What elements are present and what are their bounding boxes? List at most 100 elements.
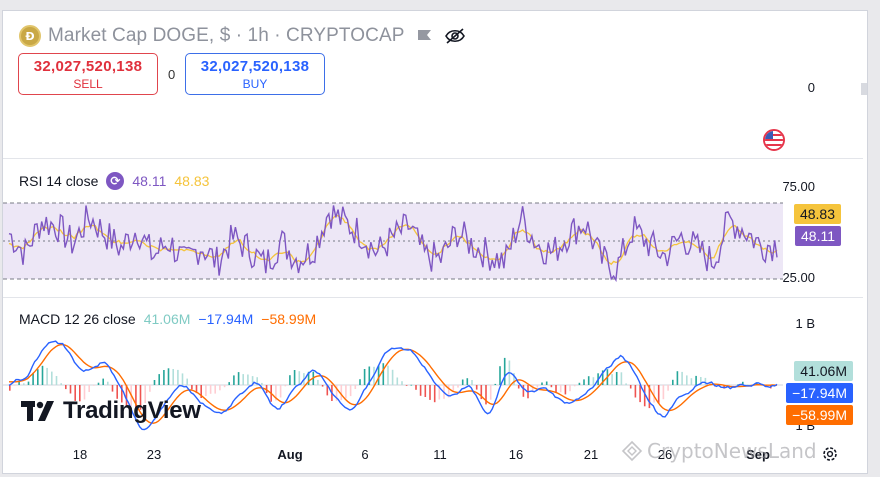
macd-line-tag: −17.94M xyxy=(786,383,853,403)
macd-hist-bar xyxy=(452,385,455,391)
macd-hist-bar xyxy=(191,385,193,390)
chart-frame[interactable]: Ð Market Cap DOGE, $ · 1h · CRYPTOCAP 32… xyxy=(2,10,868,474)
macd-hist-bar xyxy=(559,385,562,393)
macd-hist-bar xyxy=(65,385,67,390)
tradingview-logo-text: TradingView xyxy=(63,397,201,424)
rsi-pane[interactable] xyxy=(3,161,793,295)
macd-hist-bar xyxy=(223,385,226,388)
settings-gear-icon[interactable] xyxy=(821,445,839,463)
hide-eye-icon[interactable] xyxy=(444,27,466,45)
sell-button[interactable]: 32,027,520,138 SELL xyxy=(18,53,158,95)
macd-hist-bar xyxy=(573,385,576,387)
symbol-title[interactable]: Market Cap DOGE, $ · 1h · CRYPTOCAP xyxy=(48,25,405,46)
macd-hist-bar xyxy=(289,375,291,385)
x-tick: 23 xyxy=(146,447,162,462)
macd-hist-bar xyxy=(83,385,86,400)
macd-hist-bar xyxy=(695,375,697,385)
right-scrollbar[interactable] xyxy=(861,83,867,95)
macd-hist-bar xyxy=(742,381,744,385)
macd-hist-bar xyxy=(181,373,184,385)
macd-hist-bar xyxy=(419,385,422,396)
macd-hist-bar xyxy=(307,371,310,385)
macd-hist-bar xyxy=(536,385,539,388)
x-tick: 11 xyxy=(433,447,447,462)
macd-name[interactable]: MACD 12 26 close xyxy=(19,311,136,327)
macd-hist-tag: 41.06M xyxy=(794,361,853,381)
pane-divider-2[interactable] xyxy=(3,297,863,298)
macd-hist-bar xyxy=(349,385,352,397)
macd-hist-bar xyxy=(321,385,324,387)
macd-hist-bar xyxy=(293,370,296,385)
macd-hist-bar xyxy=(681,371,683,385)
macd-hist-bar xyxy=(363,369,366,385)
macd-hist-bar xyxy=(700,377,702,385)
macd-hist-bar xyxy=(639,385,641,403)
macd-hist-bar xyxy=(391,369,394,385)
buy-price: 32,027,520,138 xyxy=(200,57,310,75)
macd-hist-bar xyxy=(410,384,413,386)
macd-hist-bar xyxy=(37,369,39,385)
macd-hist-bar xyxy=(139,385,142,410)
macd-hist-bar xyxy=(387,365,389,385)
macd-hist-bar xyxy=(107,381,109,385)
macd-hist-bar xyxy=(233,375,235,385)
macd-hist-bar xyxy=(167,368,170,385)
macd-hist-bar xyxy=(88,385,90,392)
macd-hist-bar xyxy=(629,385,632,389)
macd-hist-bar xyxy=(209,385,212,394)
macd-hist-bar xyxy=(121,385,123,403)
macd-hist-bar xyxy=(18,382,20,385)
buy-button[interactable]: 32,027,520,138 BUY xyxy=(185,53,325,95)
rsi-legend[interactable]: RSI 14 close ⟳ 48.11 48.83 xyxy=(19,172,209,190)
macd-hist-bar xyxy=(247,374,249,385)
tradingview-logo[interactable]: TradingView xyxy=(21,397,201,425)
macd-hist-bar xyxy=(611,374,613,385)
macd-hist-bar xyxy=(195,385,198,394)
macd-hist-bar xyxy=(214,385,216,394)
macd-legend[interactable]: MACD 12 26 close 41.06M −17.94M −58.99M xyxy=(19,311,316,327)
macd-hist-bar xyxy=(620,372,623,385)
macd-hist-bar xyxy=(354,385,357,389)
macd-hist-bar xyxy=(55,376,58,385)
macd-hist-bar xyxy=(550,385,553,388)
rsi-value: 48.11 xyxy=(132,173,167,189)
price-axis-zero: 0 xyxy=(807,80,815,95)
macd-hist-value: 41.06M xyxy=(143,311,191,327)
us-flag-icon[interactable] xyxy=(763,129,785,151)
sell-label: SELL xyxy=(73,76,103,91)
macd-hist-bar xyxy=(9,385,11,391)
macd-hist-bar xyxy=(177,369,179,385)
rsi-name[interactable]: RSI 14 close xyxy=(19,173,99,189)
x-tick: 18 xyxy=(72,447,88,462)
macd-hist-bar xyxy=(205,385,207,396)
macd-line-value: −17.94M xyxy=(198,311,254,327)
doge-coin-icon: Ð xyxy=(19,25,41,47)
spread-value: 0 xyxy=(168,67,176,82)
macd-hist-bar xyxy=(746,384,749,386)
flag-icon[interactable] xyxy=(416,29,433,44)
macd-pane[interactable] xyxy=(3,301,793,441)
macd-hist-bar xyxy=(648,385,651,409)
macd-hist-bar xyxy=(578,382,581,385)
macd-hist-bar xyxy=(251,376,254,385)
macd-hist-bar xyxy=(433,385,436,403)
macd-hist-bar xyxy=(261,382,263,385)
macd-hist-bar xyxy=(564,385,567,395)
pane-divider[interactable] xyxy=(3,158,863,159)
macd-hist-bar xyxy=(522,385,525,397)
macd-hist-bar xyxy=(69,385,72,394)
rsi-line xyxy=(8,205,778,283)
refresh-icon[interactable]: ⟳ xyxy=(106,172,125,190)
symbol-header[interactable]: Ð Market Cap DOGE, $ · 1h · CRYPTOCAP xyxy=(19,25,466,47)
macd-hist-bar xyxy=(27,381,30,385)
macd-hist-bar xyxy=(111,385,114,392)
macd-hist-bar xyxy=(475,385,478,390)
macd-line xyxy=(8,340,778,431)
macd-hist-bar xyxy=(657,385,660,404)
x-tick: 16 xyxy=(508,447,524,462)
rsi-ma-tag: 48.83 xyxy=(793,204,841,224)
macd-hist-bar xyxy=(46,367,48,385)
macd-hist-bar xyxy=(676,371,679,385)
macd-hist-bar xyxy=(480,385,483,400)
macd-hist-bar xyxy=(625,383,627,385)
